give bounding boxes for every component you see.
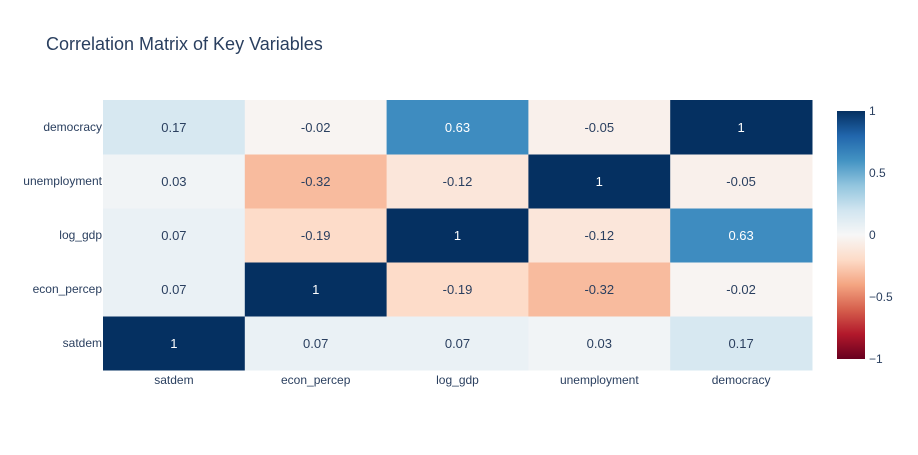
heatmap-cell — [386, 316, 529, 371]
x-axis: satdem econ_percep log_gdp unemployment demo… — [154, 373, 770, 387]
heatmap-cell — [103, 208, 246, 263]
y-tick-label: econ_percep — [33, 282, 103, 296]
heatmap-value-label: -0.32 — [584, 282, 614, 297]
heatmap-cell — [386, 100, 529, 155]
heatmap-cell — [528, 208, 671, 263]
heatmap-cell — [386, 208, 529, 263]
heatmap-value-label: 0.63 — [445, 120, 470, 135]
heatmap-cell — [103, 316, 246, 371]
heatmap-cell — [670, 262, 813, 317]
heatmap-cell — [103, 154, 246, 209]
heatmap-cell — [244, 316, 388, 371]
heatmap-value-labels: 1 0.07 0.07 0.03 0.17 0.07 1 -0.19 -0.32 -0.02 0.0… — [161, 120, 756, 351]
heatmap-cell — [528, 100, 671, 155]
colorbar-tick-label: −0.5 — [869, 290, 893, 304]
heatmap-value-label: 0.07 — [161, 282, 186, 297]
y-tick-label: democracy — [43, 120, 102, 134]
heatmap-cell — [528, 262, 671, 317]
x-tick-label: log_gdp — [436, 373, 479, 387]
heatmap-cell — [103, 262, 246, 317]
x-tick-label: satdem — [154, 373, 193, 387]
heatmap-cell — [528, 154, 671, 209]
heatmap-value-label: 0.03 — [161, 174, 186, 189]
x-tick-label: democracy — [712, 373, 771, 387]
heatmap-value-label: 0.63 — [728, 228, 753, 243]
heatmap-cells — [103, 100, 813, 371]
heatmap-cell — [670, 208, 813, 263]
heatmap-cell — [103, 100, 246, 155]
heatmap-cell — [670, 154, 813, 209]
heatmap-cell — [244, 262, 388, 317]
colorbar: 1 0.5 0 −0.5 −1 — [837, 104, 893, 366]
colorbar-tick-label: −1 — [869, 352, 883, 366]
colorbar-tick-label: 0 — [869, 228, 876, 242]
heatmap-cell — [244, 154, 388, 209]
heatmap-cell — [670, 100, 813, 155]
heatmap-value-label: -0.19 — [443, 282, 473, 297]
heatmap-cell — [386, 262, 529, 317]
x-tick-label: econ_percep — [281, 373, 351, 387]
heatmap-value-label: -0.05 — [726, 174, 756, 189]
heatmap-value-label: -0.19 — [301, 228, 331, 243]
heatmap-value-label: 0.17 — [161, 120, 186, 135]
x-tick-label: unemployment — [560, 373, 639, 387]
heatmap-cell — [528, 316, 671, 371]
heatmap-cell — [244, 208, 388, 263]
heatmap-value-label: -0.02 — [301, 120, 331, 135]
heatmap-value-label: 1 — [170, 336, 177, 351]
y-tick-label: log_gdp — [59, 228, 102, 242]
heatmap-value-label: -0.32 — [301, 174, 331, 189]
heatmap-value-label: -0.05 — [584, 120, 614, 135]
heatmap-value-label: -0.12 — [443, 174, 473, 189]
heatmap-value-label: 1 — [454, 228, 461, 243]
heatmap-cell — [244, 100, 388, 155]
y-tick-label: unemployment — [23, 174, 102, 188]
heatmap-value-label: 0.07 — [303, 336, 328, 351]
heatmap-cell — [386, 154, 529, 209]
heatmap-value-label: -0.02 — [726, 282, 756, 297]
y-axis: satdem econ_percep log_gdp unemployment demo… — [23, 120, 102, 350]
heatmap-value-label: 0.07 — [161, 228, 186, 243]
chart-title: Correlation Matrix of Key Variables — [46, 34, 323, 54]
heatmap-value-label: 0.03 — [587, 336, 612, 351]
colorbar-gradient — [837, 111, 865, 359]
heatmap-value-label: 1 — [312, 282, 319, 297]
heatmap-value-label: -0.12 — [584, 228, 614, 243]
colorbar-tick-label: 0.5 — [869, 166, 886, 180]
heatmap-cell — [670, 316, 813, 371]
y-tick-label: satdem — [63, 336, 102, 350]
heatmap-value-label: 0.17 — [728, 336, 753, 351]
heatmap-value-label: 1 — [737, 120, 744, 135]
heatmap-value-label: 0.07 — [445, 336, 470, 351]
heatmap-value-label: 1 — [596, 174, 603, 189]
colorbar-tick-label: 1 — [869, 104, 876, 118]
